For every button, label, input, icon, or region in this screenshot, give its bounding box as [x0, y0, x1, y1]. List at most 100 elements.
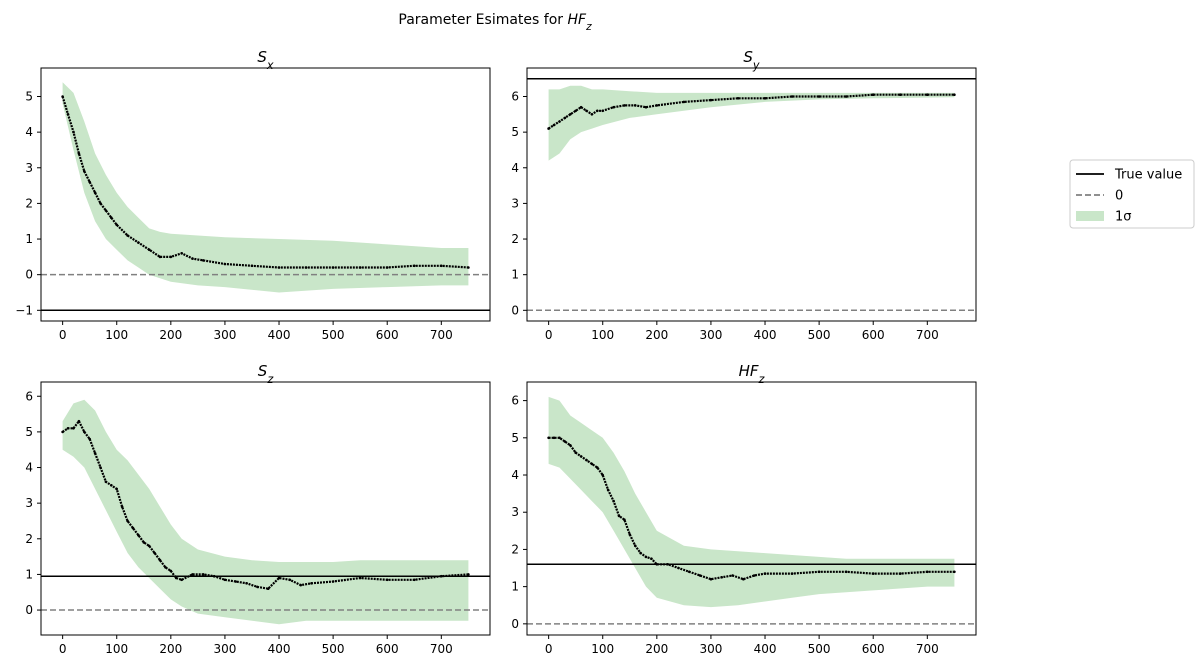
y-tick-label: 3	[25, 496, 33, 510]
estimate-point	[331, 266, 335, 269]
estimate-point	[688, 570, 691, 574]
estimate-point	[358, 266, 362, 269]
estimate-point	[147, 248, 151, 251]
sigma-band	[62, 82, 469, 293]
estimate-point	[88, 180, 91, 184]
x-tick-label: 300	[699, 328, 722, 342]
estimate-point	[277, 576, 281, 580]
estimate-point	[926, 93, 929, 96]
sigma-band	[62, 399, 469, 625]
x-tick-label: 400	[754, 328, 777, 342]
x-tick-label: 600	[862, 328, 885, 342]
estimate-point	[790, 572, 794, 575]
estimate-point	[628, 533, 632, 536]
estimate-point	[763, 97, 767, 100]
x-tick-label: 100	[105, 328, 128, 342]
axes-frame	[40, 381, 491, 636]
estimate-point	[110, 484, 113, 487]
x-tick-label: 0	[545, 328, 553, 342]
estimate-point	[99, 466, 102, 469]
estimate-point	[590, 462, 594, 466]
legend-label: 0	[1115, 189, 1123, 204]
estimate-point	[223, 262, 227, 266]
estimate-point	[953, 570, 956, 574]
x-tick-label: 300	[699, 642, 722, 656]
estimate-point	[72, 427, 75, 430]
x-tick-label: 200	[645, 328, 668, 342]
estimate-point	[66, 113, 70, 116]
estimate-point	[666, 563, 669, 566]
x-tick-label: 400	[268, 328, 291, 342]
subplot-4: 0 100 200 300 400 500 600 700 0 1 2 3 4 5 6 HFz	[511, 362, 977, 656]
estimate-point	[617, 514, 621, 518]
y-tick-label: 2	[25, 532, 33, 546]
estimate-point	[66, 427, 70, 430]
estimate-point	[579, 105, 583, 109]
sigma-band	[548, 396, 955, 608]
estimate-point	[639, 551, 642, 555]
axes-frame	[40, 67, 491, 322]
estimate-point	[596, 466, 599, 469]
y-tick-label: 5	[25, 425, 33, 439]
estimate-point	[310, 582, 313, 585]
x-tick-label: 0	[545, 642, 553, 656]
estimate-point	[126, 519, 129, 523]
estimate-point	[83, 430, 86, 434]
subplot-1: 0 100 200 300 400 500 600 700 −1 0 1 2 3 4 5 Sx	[15, 48, 491, 342]
estimate-point	[709, 98, 713, 102]
y-tick-label: 0	[25, 268, 33, 282]
estimate-point	[563, 440, 567, 443]
estimate-point	[698, 574, 702, 577]
estimate-point	[180, 578, 183, 582]
y-tick-label: −1	[15, 303, 33, 317]
x-tick-label: 500	[322, 328, 345, 342]
y-tick-label: 5	[511, 125, 519, 139]
estimate-point	[558, 436, 561, 440]
legend: True value 0 1σ	[1069, 159, 1195, 229]
x-tick-label: 700	[916, 328, 939, 342]
estimate-point	[585, 458, 588, 462]
estimate-point	[299, 583, 303, 587]
estimate-point	[104, 209, 108, 212]
estimate-point	[720, 576, 723, 579]
y-tick-label: 6	[511, 394, 519, 408]
estimate-point	[585, 109, 588, 113]
x-tick-label: 700	[430, 328, 453, 342]
y-tick-label: 3	[25, 161, 33, 175]
estimate-point	[682, 100, 686, 104]
estimate-point	[871, 93, 875, 96]
x-tick-label: 100	[591, 328, 614, 342]
estimate-point	[250, 264, 254, 268]
estimate-point	[169, 569, 173, 573]
estimate-point	[191, 257, 194, 260]
y-tick-label: 4	[25, 125, 33, 139]
estimate-point	[844, 95, 848, 98]
x-tick-label: 500	[322, 642, 345, 656]
estimate-point	[245, 582, 248, 585]
plot-area	[41, 399, 490, 625]
y-tick-label: 6	[25, 389, 33, 403]
sigma-band	[548, 85, 955, 161]
estimate-point	[677, 566, 680, 570]
estimate-point	[763, 572, 767, 575]
y-tick-label: 6	[511, 90, 519, 104]
x-tick-label: 400	[268, 642, 291, 656]
estimate-point	[83, 170, 86, 173]
y-tick-label: 1	[511, 580, 519, 594]
estimate-point	[817, 95, 821, 98]
y-tick-label: 0	[25, 603, 33, 617]
estimate-point	[77, 152, 81, 155]
plot-area	[527, 396, 976, 625]
estimate-point	[606, 488, 610, 492]
estimate-point	[266, 587, 270, 590]
estimate-point	[164, 566, 167, 569]
estimate-point	[709, 577, 713, 581]
plot-area	[41, 82, 490, 312]
y-tick-label: 3	[511, 196, 519, 210]
legend-handle-sigma	[1076, 211, 1104, 221]
estimate-point	[612, 499, 615, 503]
subplot-title: HFz	[739, 362, 766, 386]
estimate-point	[131, 526, 135, 530]
estimate-point	[552, 123, 556, 127]
